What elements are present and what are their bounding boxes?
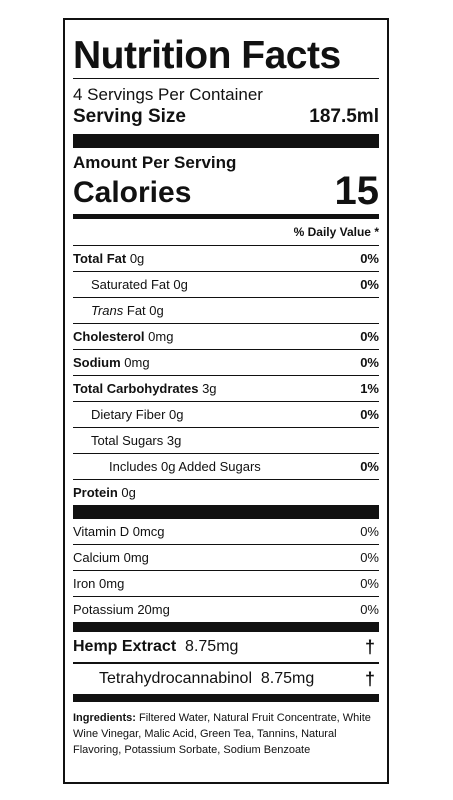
divider-thick xyxy=(73,134,379,148)
nutrient-row-total-sugars: Total Sugars 3g xyxy=(73,427,379,453)
nutrient-dv: 0% xyxy=(360,459,379,474)
nutrient-amount: 0g xyxy=(169,407,184,422)
nutrient-amount: Fat 0g xyxy=(126,303,164,318)
nutrient-name: Protein xyxy=(73,485,118,500)
nutrient-amount: 0g xyxy=(129,251,145,266)
ingredients-label: Ingredients: xyxy=(73,712,136,724)
nutrition-facts-label: Nutrition Facts 4 Servings Per Container… xyxy=(63,18,389,784)
calories-label: Calories xyxy=(73,176,192,209)
nutrient-amount: 0g xyxy=(173,277,188,292)
nutrient-amount: 3g xyxy=(166,433,182,448)
vitamin-dv: 0% xyxy=(360,524,379,539)
nutrient-dv: 0% xyxy=(360,277,379,292)
thc-amount: 8.75mg xyxy=(260,670,315,687)
vitamin-row-vitamin-d: Vitamin D 0mcg 0% xyxy=(73,519,379,544)
divider-thick xyxy=(73,622,379,632)
serving-size-value: 187.5ml xyxy=(309,106,379,127)
nutrient-row-dietary-fiber: Dietary Fiber 0g 0% xyxy=(73,401,379,427)
vitamin-row-calcium: Calcium 0mg 0% xyxy=(73,544,379,570)
nutrient-name: Sodium xyxy=(73,355,121,370)
nutrient-name: Includes 0g Added Sugars xyxy=(109,459,261,474)
divider xyxy=(73,78,379,79)
nutrient-dv: 1% xyxy=(360,381,379,396)
nutrient-row-sodium: Sodium 0mg 0% xyxy=(73,349,379,375)
vitamin-name: Iron xyxy=(73,576,96,591)
daily-value-header: % Daily Value * xyxy=(293,225,379,239)
nutrient-row-trans-fat: Trans Fat 0g xyxy=(73,297,379,323)
nutrient-dv: 0% xyxy=(360,355,379,370)
calories-value: 15 xyxy=(334,169,380,213)
vitamin-row-potassium: Potassium 20mg 0% xyxy=(73,596,379,622)
thc-name: Tetrahydrocannabinol xyxy=(99,670,252,687)
nutrient-row-total-fat: Total Fat 0g 0% xyxy=(73,245,379,271)
nutrient-name: Total Carbohydrates xyxy=(73,381,199,396)
nutrient-name: Total Sugars xyxy=(91,433,164,448)
nutrient-dv: 0% xyxy=(360,251,379,266)
vitamin-row-iron: Iron 0mg 0% xyxy=(73,570,379,596)
hemp-extract-name: Hemp Extract xyxy=(73,638,177,655)
serving-size-row: Serving Size 187.5ml xyxy=(73,105,379,129)
vitamin-name: Calcium xyxy=(73,550,120,565)
dagger-symbol: † xyxy=(364,668,375,689)
divider-thick xyxy=(73,694,379,702)
nutrient-name: Cholesterol xyxy=(73,329,145,344)
vitamin-amount: 0mcg xyxy=(132,524,165,539)
nutrient-amount: 0mg xyxy=(124,355,150,370)
nutrient-row-protein: Protein 0g xyxy=(73,479,379,505)
nutrient-name: Trans xyxy=(91,303,124,318)
nutrient-amount: 0g xyxy=(121,485,136,500)
nutrient-row-total-carbohydrates: Total Carbohydrates 3g 1% xyxy=(73,375,379,401)
nutrient-row-added-sugars: Includes 0g Added Sugars 0% xyxy=(73,453,379,479)
calories-row: Calories 15 xyxy=(73,169,380,213)
nutrient-amount: 0mg xyxy=(148,329,174,344)
nutrient-row-cholesterol: Cholesterol 0mg 0% xyxy=(73,323,379,349)
vitamin-amount: 0mg xyxy=(123,550,149,565)
servings-per-container: 4 Servings Per Container xyxy=(73,85,263,104)
nutrient-dv: 0% xyxy=(360,329,379,344)
thc-row: Tetrahydrocannabinol 8.75mg † xyxy=(73,662,379,694)
vitamin-name: Potassium xyxy=(73,602,134,617)
nutrient-dv: 0% xyxy=(360,407,379,422)
dagger-symbol: † xyxy=(364,636,375,657)
vitamin-name: Vitamin D xyxy=(73,524,130,539)
nutrient-row-saturated-fat: Saturated Fat 0g 0% xyxy=(73,271,379,297)
ingredients-text: Filtered Water, Natural Fruit Concentrat… xyxy=(73,712,371,756)
label-title: Nutrition Facts xyxy=(73,34,341,77)
vitamin-amount: 0mg xyxy=(99,576,125,591)
vitamin-dv: 0% xyxy=(360,550,379,565)
nutrient-name: Dietary Fiber xyxy=(91,407,166,422)
amount-per-serving: Amount Per Serving xyxy=(73,153,237,172)
nutrient-amount: 3g xyxy=(202,381,217,396)
hemp-extract-amount: 8.75mg xyxy=(185,638,239,655)
divider-thick xyxy=(73,505,379,519)
nutrient-name: Total Fat xyxy=(73,251,127,266)
vitamin-amount: 20mg xyxy=(137,602,170,617)
divider-medium xyxy=(73,214,379,219)
vitamin-dv: 0% xyxy=(360,602,379,617)
vitamin-dv: 0% xyxy=(360,576,379,591)
nutrient-name: Saturated Fat xyxy=(91,277,170,292)
serving-size-label: Serving Size xyxy=(73,106,186,127)
hemp-extract-row: Hemp Extract 8.75mg † xyxy=(73,632,379,662)
ingredients: Ingredients: Filtered Water, Natural Fru… xyxy=(73,710,379,758)
